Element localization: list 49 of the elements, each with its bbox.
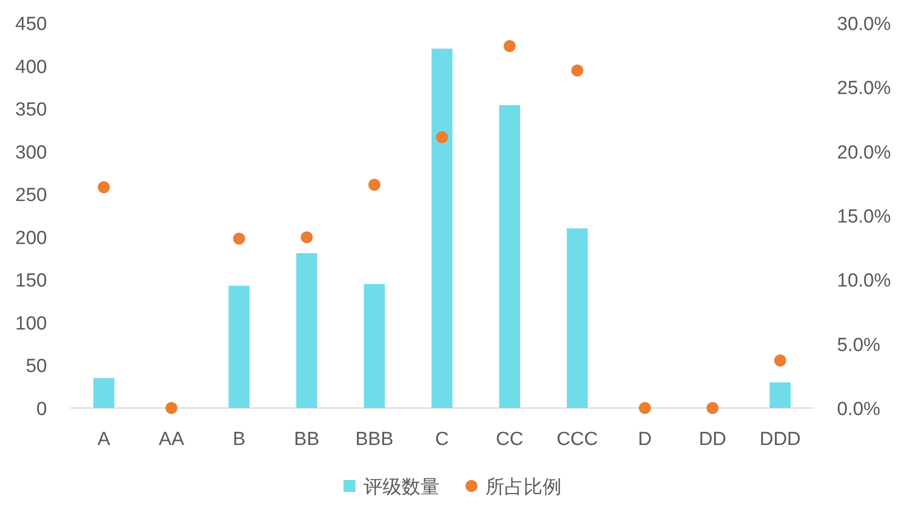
x-tick-label: DD [698,429,726,450]
x-tick-label: AA [158,429,184,450]
point [436,131,448,144]
bar [228,286,250,408]
bar [93,378,114,408]
y2-tick-label: 30.0% [837,14,891,35]
y-tick-label: 150 [15,270,47,292]
y2-tick-label: 20.0% [837,142,891,164]
x-tick-label: B [232,429,246,450]
y2-tick-label: 10.0% [837,270,891,292]
point [165,402,178,414]
x-tick-label: BB [294,429,320,450]
legend-label: 所占比例 [486,477,562,498]
bar [566,228,588,408]
x-tick-label: CCC [556,429,598,450]
bar [499,105,520,408]
y2-tick-label: 15.0% [837,206,891,228]
point [706,402,719,414]
bar [770,382,791,408]
point [98,181,110,194]
legend-label: 评级数量 [364,477,440,498]
bar [432,48,452,408]
bar [296,253,318,408]
y-tick-label: 350 [15,100,47,121]
y-tick-label: 450 [15,14,47,35]
x-tick-label: BBB [355,429,394,450]
x-tick-label: C [435,429,449,450]
x-tick-label: A [97,429,110,450]
x-tick-label: DDD [760,429,801,450]
y-tick-label: 50 [26,356,47,378]
bar [364,284,385,408]
point [504,40,516,52]
point [774,354,786,367]
y-tick-label: 100 [15,313,47,334]
point [368,178,380,191]
point [300,231,313,244]
y-tick-label: 300 [15,142,47,164]
y-tick-label: 0 [36,399,47,420]
y2-tick-label: 25.0% [837,78,891,100]
x-tick-label: D [638,429,652,450]
y2-tick-label: 0.0% [837,399,880,420]
y-tick-label: 200 [15,228,47,249]
y-tick-label: 250 [15,185,47,206]
point [571,64,584,76]
y2-tick-label: 5.0% [837,334,880,356]
point [233,232,246,245]
y-tick-label: 400 [15,56,47,78]
point [638,402,651,414]
x-tick-label: CC [496,429,524,450]
